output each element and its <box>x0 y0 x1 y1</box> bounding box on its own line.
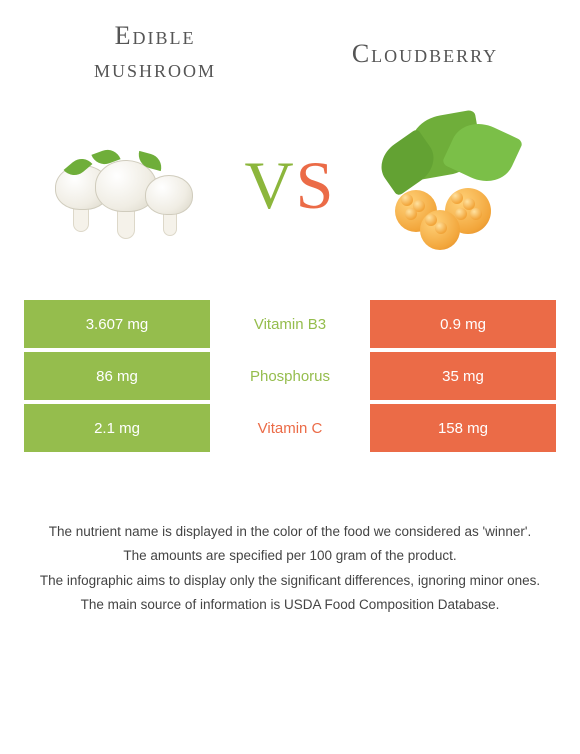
mushroom-icon <box>45 110 225 260</box>
footnote-line: The nutrient name is displayed in the co… <box>35 522 545 542</box>
comparison-table: 3.607 mgVitamin B30.9 mg86 mgPhosphorus3… <box>24 300 556 452</box>
cell-left-value: 3.607 mg <box>24 300 210 348</box>
cell-right-value: 35 mg <box>370 352 556 400</box>
table-row: 3.607 mgVitamin B30.9 mg <box>24 300 556 348</box>
vs-v: V <box>245 147 296 223</box>
image-row: VS <box>0 85 580 270</box>
table-row: 86 mgPhosphorus35 mg <box>24 352 556 400</box>
cell-nutrient-label: Vitamin C <box>210 404 370 452</box>
cell-left-value: 2.1 mg <box>24 404 210 452</box>
cell-nutrient-label: Phosphorus <box>210 352 370 400</box>
cell-right-value: 0.9 mg <box>370 300 556 348</box>
footnotes: The nutrient name is displayed in the co… <box>35 522 545 615</box>
table-row: 2.1 mgVitamin C158 mg <box>24 404 556 452</box>
footnote-line: The infographic aims to display only the… <box>35 571 545 591</box>
cell-left-value: 86 mg <box>24 352 210 400</box>
title-right: Cloudberry <box>325 20 525 71</box>
cloudberry-icon <box>355 110 535 260</box>
header: Edible mushroom Cloudberry <box>0 0 580 85</box>
footnote-line: The main source of information is USDA F… <box>35 595 545 615</box>
cell-nutrient-label: Vitamin B3 <box>210 300 370 348</box>
cell-right-value: 158 mg <box>370 404 556 452</box>
vs-label: VS <box>245 146 336 225</box>
title-left: Edible mushroom <box>55 20 255 85</box>
footnote-line: The amounts are specified per 100 gram o… <box>35 546 545 566</box>
vs-s: S <box>296 147 336 223</box>
